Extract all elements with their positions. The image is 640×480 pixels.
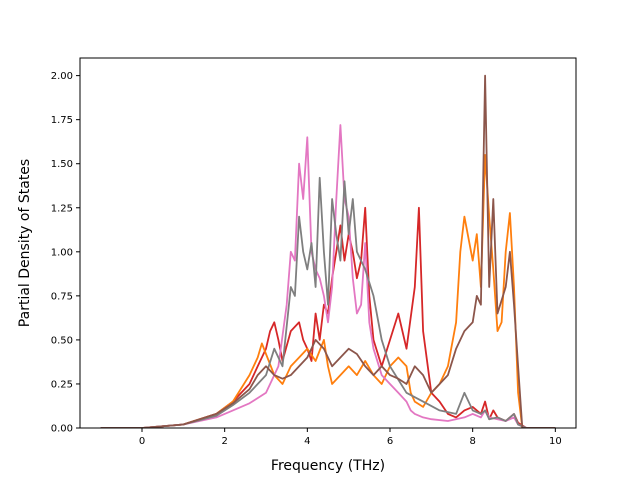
y-axis-label: Partial Density of States [17,159,33,327]
series-line-4 [100,176,556,428]
y-tick-label: 1.00 [51,247,73,258]
series-line-5 [100,74,556,428]
x-tick-label: 2 [221,436,227,447]
series-layer [100,74,556,428]
y-tick-label: 1.75 [51,115,73,126]
series-line-2 [100,153,556,428]
y-tick-label: 0.75 [51,291,73,302]
y-tick-label: 0.50 [51,335,73,346]
x-tick-label: 10 [549,436,562,447]
series-line-3 [100,124,556,428]
x-axis: 0 2 4 6 8 10 [139,428,562,447]
y-tick-label: 1.50 [51,159,73,170]
x-tick-label: 6 [387,436,393,447]
x-tick-label: 4 [304,436,310,447]
y-axis: 0.00 0.25 0.50 0.75 1.00 1.25 1.50 1.75 2.00 [51,71,80,435]
y-tick-label: 0.25 [51,379,73,390]
y-tick-label: 2.00 [51,71,73,82]
y-tick-label: 0.00 [51,424,73,435]
x-tick-label: 8 [469,436,475,447]
x-axis-label: Frequency (THz) [271,458,385,474]
x-tick-label: 0 [139,436,145,447]
plot-frame [79,57,577,429]
y-tick-label: 1.25 [51,203,73,214]
